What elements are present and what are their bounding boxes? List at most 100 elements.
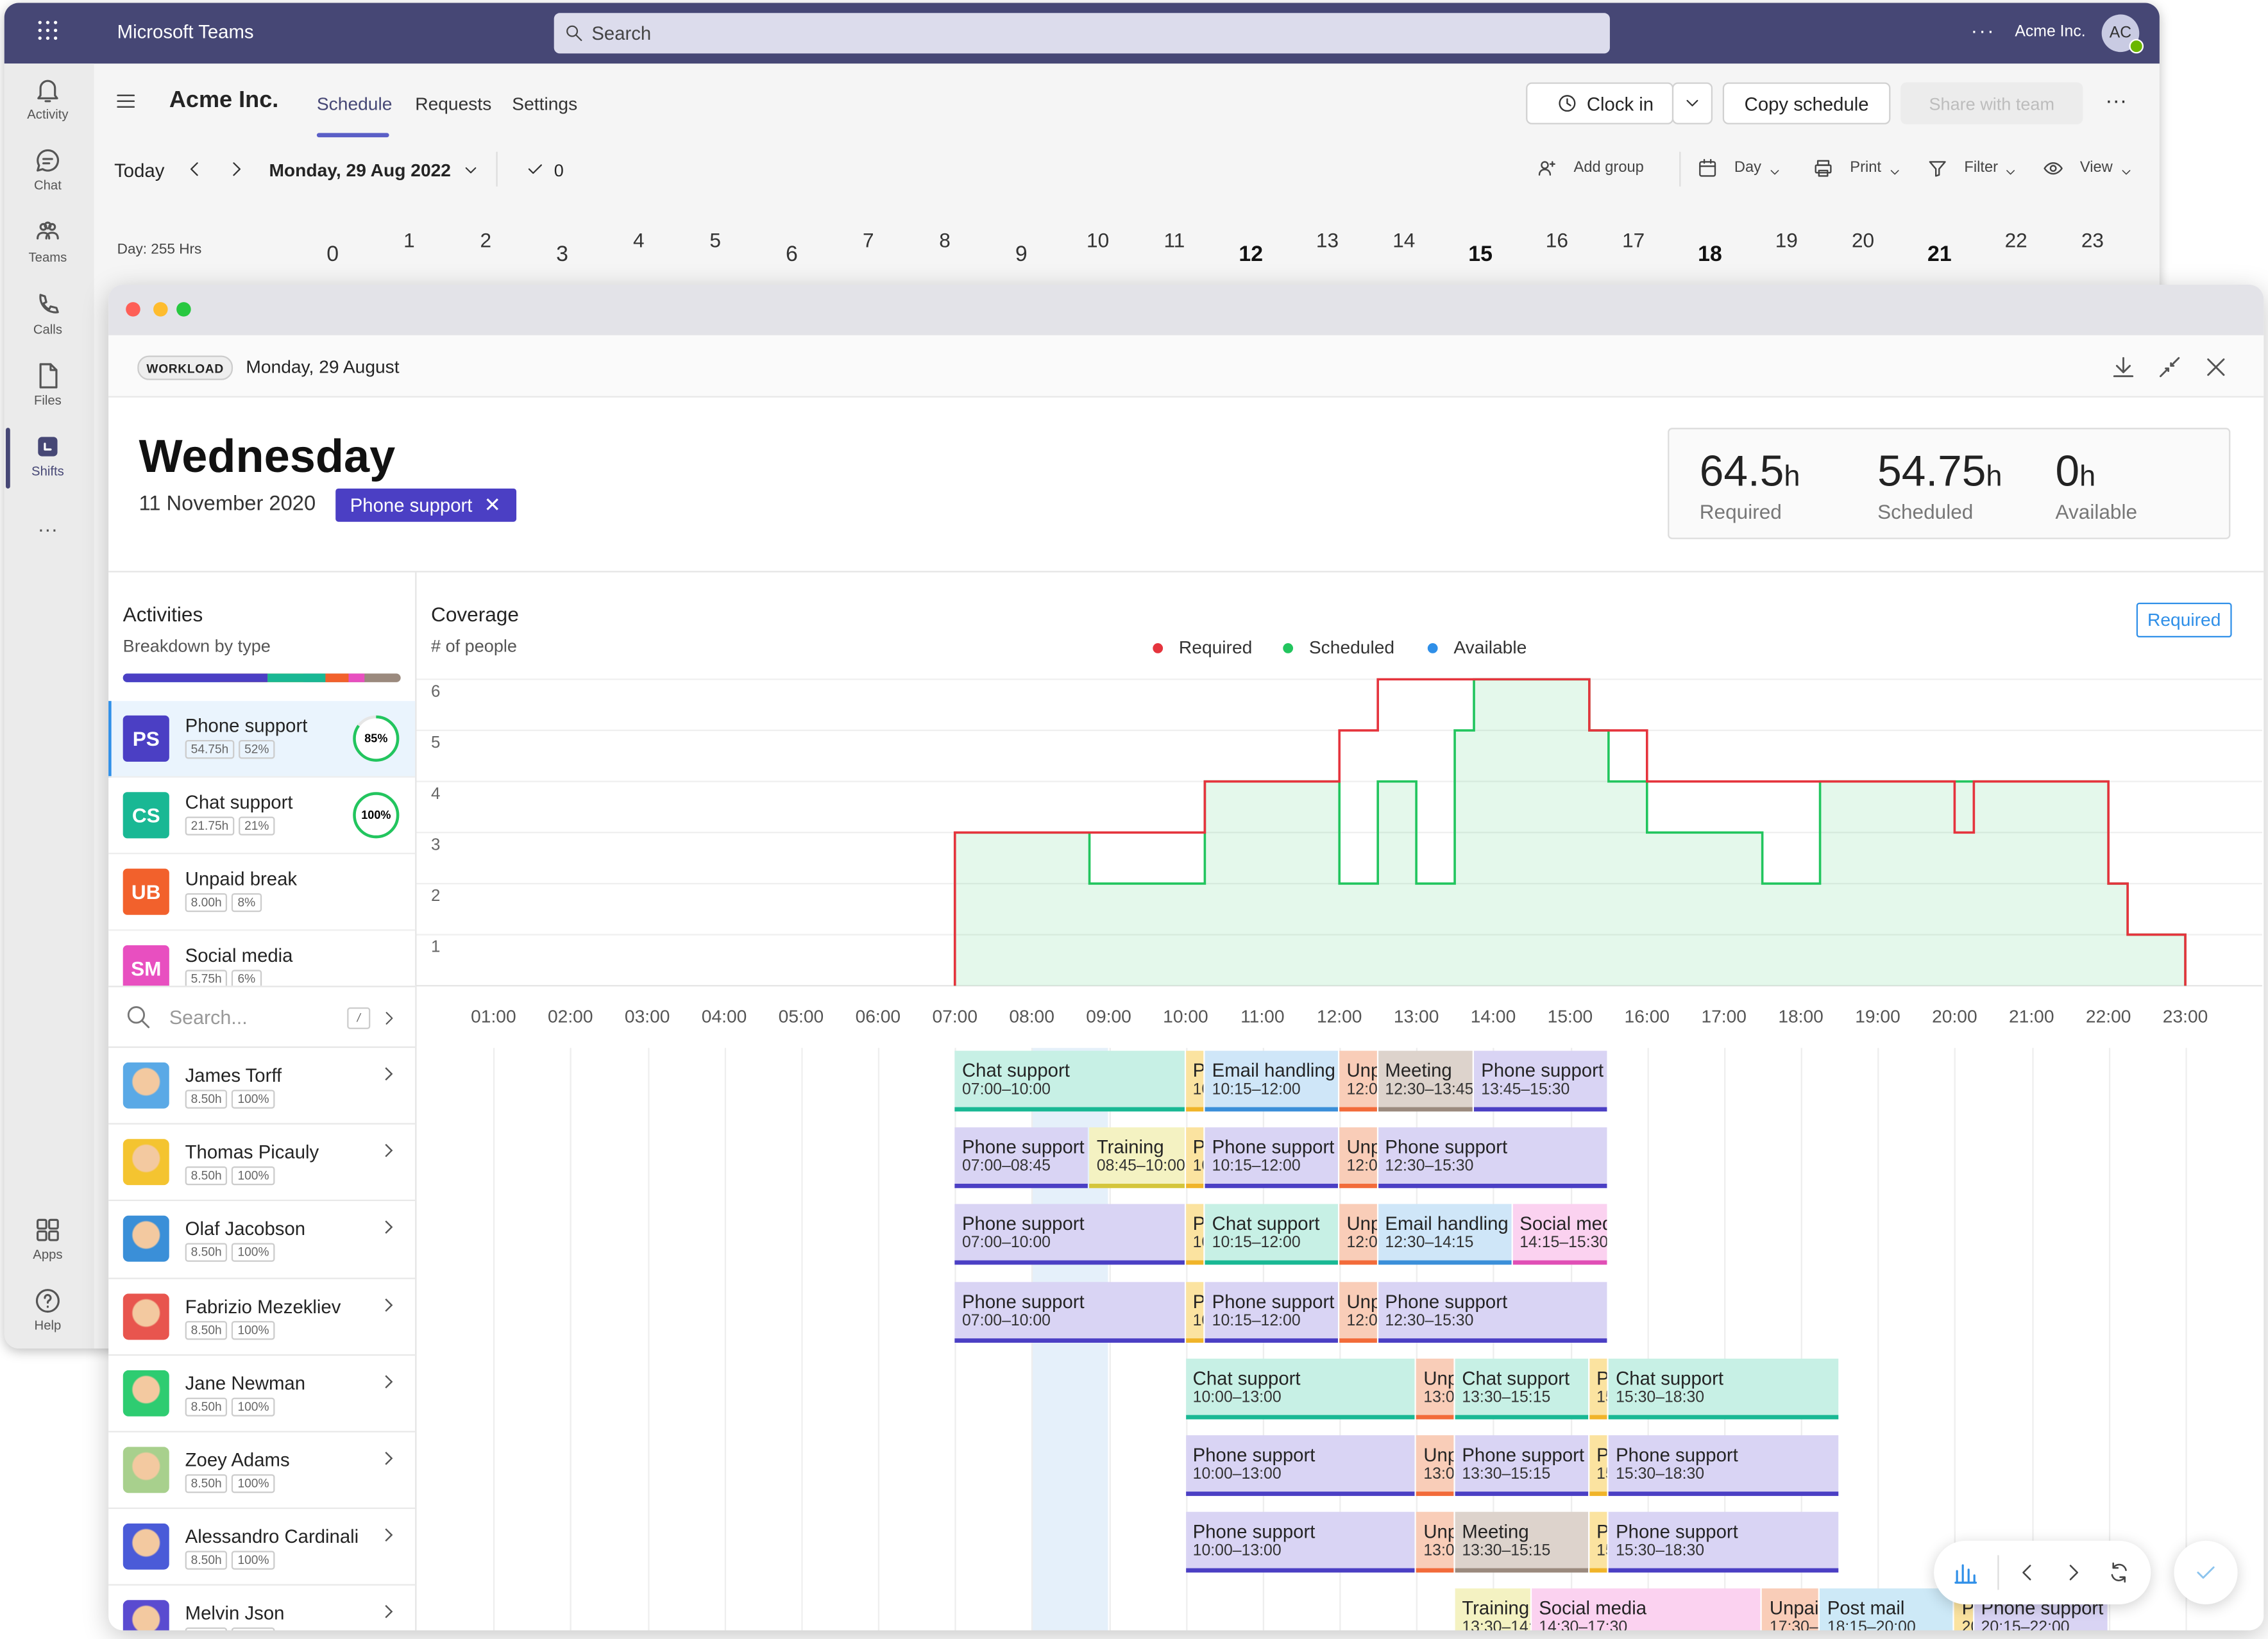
shift-block[interactable]: Email handling 12:30–14:15 [1378, 1204, 1511, 1266]
rail-label[interactable]: Shifts [31, 464, 64, 479]
rail-label[interactable]: Files [33, 393, 62, 408]
search-box[interactable] [554, 13, 1610, 54]
today-button[interactable]: Today [114, 160, 165, 181]
toolbar-add-group[interactable]: Add group [1573, 158, 1644, 176]
shift-block[interactable]: Phone support 15:30–18:30 [1608, 1435, 1838, 1496]
shift-label: Unpaid break [1346, 1290, 1376, 1312]
icon-part [1890, 170, 1899, 175]
shift-label: Phone support [1616, 1443, 1738, 1466]
icon-part [385, 1011, 393, 1024]
traffic-light[interactable] [126, 302, 140, 317]
tab[interactable]: Settings [512, 94, 578, 115]
person-row[interactable] [108, 1433, 416, 1509]
rail-label[interactable]: Activity [27, 106, 69, 122]
shift-block[interactable]: Phone support 07:00–10:00 [954, 1281, 1185, 1343]
shift-block[interactable]: Unpaid break12:00–12:30 [1339, 1050, 1376, 1112]
rail-label[interactable]: Help [34, 1318, 62, 1333]
shift-block[interactable]: Chat support 07:00–10:00 [954, 1050, 1185, 1112]
activity-row[interactable] [108, 778, 416, 855]
filter-chip[interactable]: Phone support ✕ [335, 488, 517, 522]
toolbar-view[interactable]: View [2079, 158, 2113, 176]
shift-block[interactable]: P10:00–10:15 [1185, 1281, 1204, 1343]
shift-block[interactable]: Chat support 13:30–15:15 [1455, 1358, 1588, 1419]
shift-block[interactable]: Phone support 10:00–13:00 [1185, 1435, 1415, 1496]
shift-block[interactable]: Unpaid break13:00–13:30 [1416, 1512, 1453, 1573]
toolbar-filter[interactable]: Filter [1964, 158, 1999, 176]
shift-block[interactable]: Unpaid break13:00–13:30 [1416, 1435, 1453, 1496]
shift-block[interactable]: Unpaid break13:00–13:30 [1416, 1358, 1453, 1419]
rail-label[interactable]: Calls [33, 322, 62, 337]
shift-block[interactable]: Training 08:45–10:00 [1089, 1127, 1185, 1189]
shift-block[interactable]: P15:15–15:30 [1589, 1358, 1607, 1419]
icon-part [48, 1230, 59, 1241]
row-chevron [378, 1372, 398, 1392]
share-button[interactable] [1900, 82, 2083, 124]
activity-row[interactable] [108, 701, 416, 778]
activity-search[interactable]: Search... [169, 1006, 248, 1029]
shift-block[interactable]: P10:00–10:15 [1185, 1127, 1204, 1189]
person-row[interactable] [108, 1356, 416, 1433]
shift-block[interactable]: Meeting 12:30–13:45 [1378, 1050, 1473, 1112]
shift-block[interactable]: P10:00–10:15 [1185, 1204, 1204, 1266]
shift-block[interactable]: Post mail 18:15–20:00 [1820, 1589, 1954, 1631]
toolbar-print[interactable]: Print [1850, 158, 1881, 176]
mode-button[interactable]: Required [2136, 602, 2232, 638]
date-picker[interactable]: Monday, 29 Aug 2022 [269, 160, 451, 181]
shift-block[interactable]: Social media 14:30–17:30 [1531, 1589, 1761, 1631]
shift-block[interactable]: Chat support 10:15–12:00 [1205, 1204, 1338, 1266]
chip-remove[interactable]: ✕ [484, 492, 501, 516]
person-row[interactable] [108, 1202, 416, 1279]
shift-block[interactable]: Phone support 10:00–13:00 [1185, 1512, 1415, 1573]
ring-arc [353, 715, 400, 762]
activity-tag: 8.00h [185, 893, 228, 912]
shift-time: 14:30–17:30 [1539, 1619, 1628, 1631]
shift-block[interactable]: Phone support 13:30–15:15 [1455, 1435, 1588, 1496]
shift-block[interactable]: Unpaid break12:00–12:30 [1339, 1281, 1376, 1343]
tab[interactable]: Schedule [316, 94, 393, 115]
icon-part [39, 363, 58, 389]
shift-block[interactable]: P15:15–15:30 [1589, 1435, 1607, 1496]
clock-in-button[interactable] [1526, 82, 1674, 124]
shift-block[interactable]: Meeting 13:30–15:15 [1455, 1512, 1588, 1573]
shift-block[interactable]: Phone support 07:00–10:00 [954, 1204, 1185, 1266]
icon-part [385, 1221, 393, 1234]
rail-label[interactable]: Apps [33, 1247, 63, 1262]
shift-block[interactable]: P15:15–15:30 [1589, 1512, 1607, 1573]
rail-label[interactable]: Chat [33, 178, 62, 192]
shift-block[interactable]: Phone support 13:45–15:30 [1474, 1050, 1607, 1112]
shift-block[interactable]: Phone support 12:30–15:30 [1378, 1127, 1607, 1189]
shift-block[interactable]: P10:00–10:15 [1185, 1050, 1204, 1112]
traffic-light[interactable] [153, 302, 168, 317]
tab[interactable]: Requests [415, 94, 492, 115]
rail-more[interactable]: ··· [37, 517, 58, 541]
shift-block[interactable]: Phone support 10:15–12:00 [1205, 1281, 1338, 1343]
shift-block[interactable]: Chat support 10:00–13:00 [1185, 1358, 1415, 1419]
person-row[interactable] [108, 1125, 416, 1202]
person-row[interactable] [108, 1509, 416, 1586]
person-row[interactable] [108, 1048, 416, 1125]
more-actions[interactable]: ··· [2105, 88, 2128, 113]
shift-block[interactable]: Phone support 15:30–18:30 [1608, 1512, 1838, 1573]
shift-block[interactable]: Phone support 10:15–12:00 [1205, 1127, 1338, 1189]
shift-block[interactable]: Unpaid break12:00–12:30 [1339, 1204, 1376, 1266]
person-row[interactable] [108, 1279, 416, 1356]
clock-in-dropdown[interactable] [1671, 82, 1713, 124]
activity-row[interactable] [108, 854, 416, 931]
shift-block[interactable]: Chat support 15:30–18:30 [1608, 1358, 1838, 1419]
shift-label: Phone support [1481, 1059, 1604, 1081]
hour-label: 1 [403, 228, 415, 252]
shift-block[interactable]: Unpaid break12:00–12:30 [1339, 1127, 1376, 1189]
traffic-light[interactable] [176, 302, 191, 317]
stat-label: Scheduled [1877, 500, 1974, 523]
confirm-button[interactable] [2174, 1540, 2238, 1604]
rail-label[interactable]: Teams [28, 249, 67, 265]
copy-schedule-button[interactable] [1722, 82, 1891, 124]
shift-block[interactable]: Email handling 10:15–12:00 [1205, 1050, 1338, 1112]
more-menu[interactable]: ··· [1970, 19, 1995, 42]
shift-block[interactable]: Phone support 12:30–15:30 [1378, 1281, 1607, 1343]
shift-block[interactable]: Unpaid break17:30–18:15 [1762, 1589, 1819, 1631]
shift-block[interactable]: Phone support 07:00–08:45 [954, 1127, 1088, 1189]
toolbar-day[interactable]: Day [1734, 158, 1762, 176]
